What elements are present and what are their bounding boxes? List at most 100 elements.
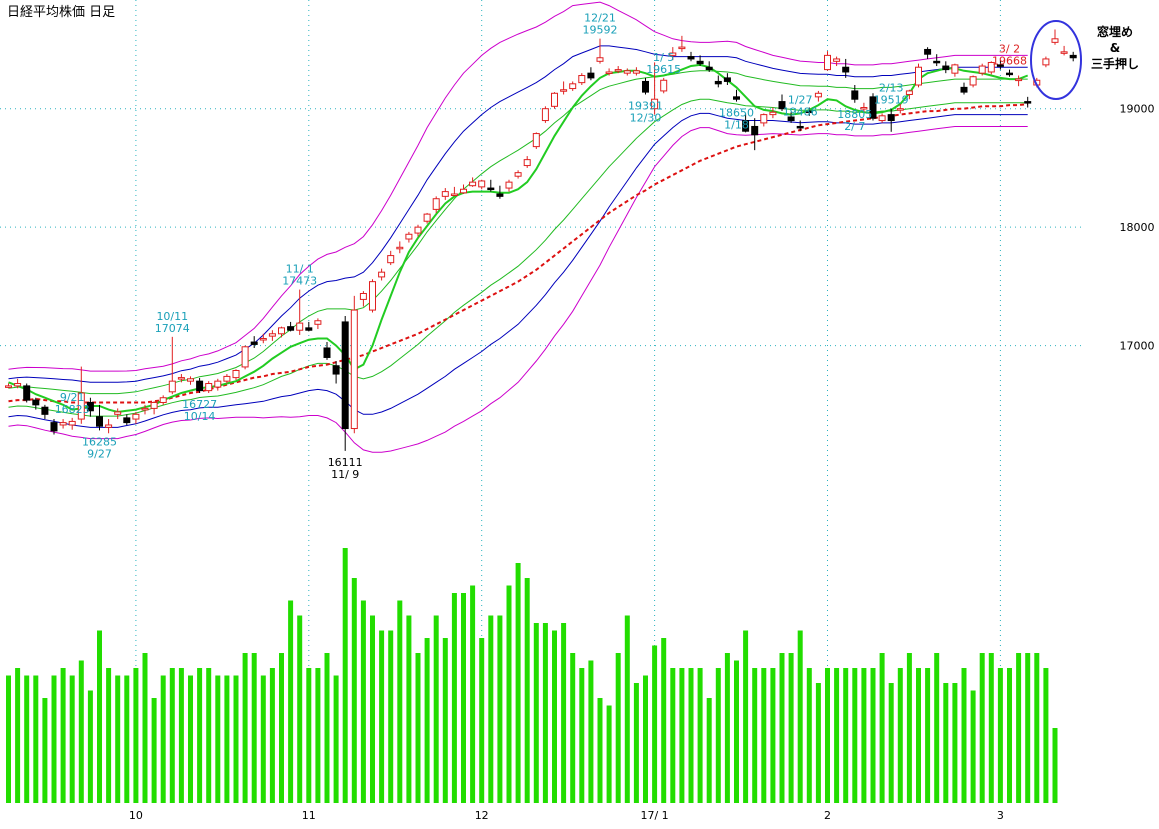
candle-body	[915, 66, 922, 86]
candle-body	[187, 378, 194, 382]
candle-body	[32, 399, 40, 406]
candle-body	[833, 58, 841, 62]
bb-2sigma-upper	[8, 45, 1028, 383]
volume-bar	[151, 698, 157, 803]
note-line-1: 窓埋め	[1097, 24, 1133, 39]
volume-bar	[715, 668, 721, 803]
volume-bar	[42, 698, 48, 803]
candle-body	[232, 369, 240, 379]
annotation-line-2: 11/ 9	[331, 468, 359, 481]
volume-bar	[934, 653, 940, 803]
annotation-line-1: 16727	[182, 398, 217, 411]
volume-bar	[451, 593, 457, 803]
volume-bar	[215, 675, 221, 803]
candle-body	[860, 107, 868, 110]
candle-body	[541, 108, 549, 122]
candle-body	[723, 77, 731, 82]
volume-bar	[970, 690, 976, 803]
candle-body	[887, 114, 895, 122]
volume-bar	[925, 668, 931, 803]
candle-body	[924, 48, 932, 55]
candle-body	[278, 327, 285, 335]
candle-body	[359, 292, 367, 300]
volume-bar	[1052, 728, 1058, 803]
candle-body	[505, 181, 513, 189]
candle-body	[742, 120, 750, 132]
volume-bar	[624, 615, 630, 803]
volume-bar	[178, 668, 184, 803]
volume-bar	[688, 668, 694, 803]
volume-bar	[388, 630, 394, 803]
candlesticks	[5, 29, 1077, 451]
annotation-line-1: 10/11	[156, 310, 188, 323]
volume-bar	[952, 683, 958, 803]
volume-bar	[643, 675, 648, 803]
x-tick-label: 2	[824, 809, 831, 822]
volume-bar	[342, 548, 348, 803]
volume-bar	[379, 630, 385, 803]
volume-bar	[288, 600, 294, 803]
volume-bar	[479, 638, 485, 803]
volume-bar	[515, 563, 521, 803]
chart-title: 日経平均株価 日足	[7, 5, 115, 20]
candle-body	[705, 66, 713, 71]
volume-bar	[160, 675, 166, 803]
candle-body	[1042, 58, 1050, 66]
candle-body	[605, 71, 613, 74]
candle-body	[41, 406, 49, 415]
volume-bar	[652, 645, 658, 803]
candle-body	[478, 180, 486, 188]
annotation-line-2: 2/ 7	[844, 120, 865, 133]
volume-bar	[861, 668, 867, 803]
candle-body	[696, 60, 704, 65]
candle-body	[951, 64, 959, 74]
volume-bar	[324, 653, 330, 803]
x-tick-label: 12	[475, 809, 489, 822]
volume-bar	[233, 675, 239, 803]
candle-body	[223, 375, 231, 382]
x-tick-label: 3	[997, 809, 1004, 822]
candle-body	[714, 80, 722, 85]
candle-body	[114, 411, 122, 415]
candle-body	[623, 70, 631, 74]
candle-body	[177, 377, 185, 380]
volume-bar	[542, 623, 548, 803]
volume-bar	[360, 600, 366, 803]
volume-bar	[906, 653, 912, 803]
volume-bar	[279, 653, 284, 803]
y-tick-label: 18000	[1120, 221, 1155, 234]
x-tick-label: 10	[129, 809, 143, 822]
candle-body	[933, 60, 941, 64]
candle-body	[551, 92, 558, 107]
volume-bar	[570, 653, 576, 803]
volume-bar	[424, 638, 430, 803]
candle-body	[14, 383, 22, 387]
candle-body	[105, 424, 113, 428]
candle-body	[205, 383, 213, 392]
y-tick-label: 17000	[1120, 340, 1155, 353]
volume-bar	[87, 690, 93, 803]
volume-bar	[260, 675, 266, 803]
candle-body	[532, 133, 540, 148]
volume-bar	[297, 615, 303, 803]
candle-body	[168, 380, 176, 393]
volume-bar	[442, 638, 448, 803]
volume-bar	[615, 653, 621, 803]
volume-bar	[797, 630, 803, 803]
volume-bar	[269, 668, 275, 803]
bb-1sigma-lower	[8, 98, 1028, 417]
annotation-line-1: 16111	[328, 456, 363, 469]
annotation-line-1: 11/ 1	[286, 263, 314, 276]
volume-bar	[1007, 668, 1012, 803]
candle-body	[842, 66, 850, 73]
volume-bar	[724, 653, 730, 803]
candle-body	[469, 181, 477, 187]
volume-bar	[524, 578, 530, 803]
volume-bar	[788, 653, 794, 803]
candle-body	[323, 347, 331, 358]
volume-bar	[870, 668, 876, 803]
y-tick-label: 19000	[1120, 103, 1155, 116]
candle-body	[68, 420, 76, 426]
volume-bar	[770, 668, 776, 803]
candle-body	[824, 54, 831, 71]
